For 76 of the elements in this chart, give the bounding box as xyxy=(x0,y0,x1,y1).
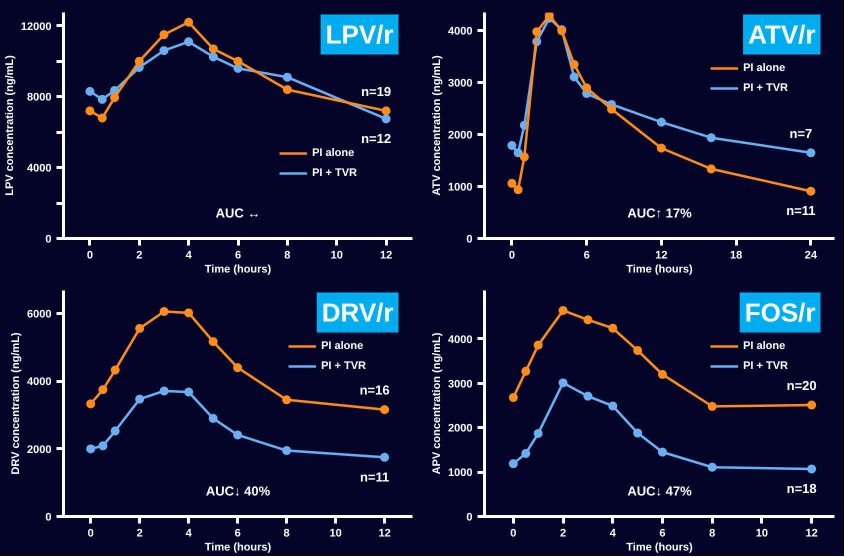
y-tick-label: 0 xyxy=(45,512,52,524)
x-tick-label: 6 xyxy=(234,528,241,540)
x-axis-title: Time (hours) xyxy=(626,264,694,276)
annotation: n=11 xyxy=(786,203,816,218)
x-tick-label: 8 xyxy=(284,528,290,540)
x-tick-label: 0 xyxy=(510,528,516,540)
y-tick-label: 0 xyxy=(45,234,52,246)
x-tick-label: 2 xyxy=(136,528,143,540)
x-tick-label: 6 xyxy=(584,250,590,262)
x-axis-title: Time (hours) xyxy=(204,542,272,554)
legend-label: PI alone xyxy=(321,340,364,352)
x-tick-label: 10 xyxy=(756,528,768,540)
x-tick-label: 4 xyxy=(610,528,617,540)
x-tick-label: 2 xyxy=(560,528,566,540)
y-tick-label: 8000 xyxy=(27,92,52,104)
x-tick-label: 0 xyxy=(86,250,93,262)
x-tick-label: 0 xyxy=(508,250,515,262)
x-axis-title: Time (hours) xyxy=(204,264,272,276)
y-tick-label: 4000 xyxy=(448,334,473,346)
chart-title: FOS/r xyxy=(744,298,816,328)
legend-label: PI + TVR xyxy=(743,360,788,372)
y-tick-label: 2000 xyxy=(448,422,473,435)
annotation: AUC↑ 17% xyxy=(627,206,692,220)
y-tick-label: 3000 xyxy=(448,378,473,390)
annotation: n=19 xyxy=(361,84,392,99)
y-tick-label: 0 xyxy=(466,512,473,524)
y-tick-label: 2000 xyxy=(27,444,52,456)
chart-title: LPV/r xyxy=(326,20,394,50)
annotation: n=12 xyxy=(361,130,392,146)
y-tick-label: 3000 xyxy=(448,78,473,90)
x-tick-label: 24 xyxy=(804,250,818,262)
legend-label: PI alone xyxy=(743,340,786,352)
y-axis-title: LPV concentration (ng/mL) xyxy=(4,54,16,196)
x-tick-label: 6 xyxy=(234,250,242,262)
x-tick-label: 4 xyxy=(186,250,193,262)
y-axis-title: DRV concentration (ng/mL) xyxy=(10,332,22,475)
y-tick-label: 1000 xyxy=(448,467,473,480)
x-tick-label: 0 xyxy=(88,528,94,540)
annotation: n=18 xyxy=(786,480,817,496)
y-tick-label: 1000 xyxy=(448,182,473,194)
y-tick-label: 4000 xyxy=(27,162,52,175)
x-tick-label: 2 xyxy=(136,250,142,262)
annotation: n=7 xyxy=(789,126,812,141)
x-tick-label: 10 xyxy=(330,250,343,262)
legend-label: PI + TVR xyxy=(321,360,366,372)
annotation: AUC↓ 47% xyxy=(627,484,692,498)
x-tick-label: 4 xyxy=(186,528,193,540)
annotation: n=11 xyxy=(360,469,390,484)
y-tick-label: 6000 xyxy=(27,308,52,321)
y-axis-title: APV concentration (ng/mL) xyxy=(431,332,444,474)
y-tick-label: 12000 xyxy=(20,20,52,33)
annotation: n=20 xyxy=(786,378,817,394)
legend-label: PI + TVR xyxy=(312,167,357,179)
x-tick-label: 12 xyxy=(378,528,391,540)
x-axis-title: Time (hours) xyxy=(626,542,694,554)
y-tick-label: 4000 xyxy=(448,26,473,38)
legend-label: PI alone xyxy=(312,147,354,159)
y-axis-title: ATV concentration (ng/mL) xyxy=(431,54,444,196)
x-tick-label: 12 xyxy=(380,250,392,262)
annotation: AUC↓ 40% xyxy=(206,484,271,498)
y-tick-label: 0 xyxy=(466,234,473,246)
x-tick-label: 18 xyxy=(730,250,742,262)
x-tick-label: 6 xyxy=(659,528,666,540)
y-tick-label: 2000 xyxy=(448,130,473,142)
annotation: AUC ↔ xyxy=(216,206,260,220)
chart-title: ATV/r xyxy=(748,20,816,50)
y-tick-label: 4000 xyxy=(27,376,52,388)
legend-label: PI alone xyxy=(743,62,786,74)
x-tick-label: 12 xyxy=(806,528,818,540)
x-tick-label: 8 xyxy=(709,528,716,540)
chart-title: DRV/r xyxy=(322,298,394,328)
legend-label: PI + TVR xyxy=(743,82,788,94)
x-tick-label: 8 xyxy=(284,250,290,262)
annotation: n=16 xyxy=(360,382,390,398)
x-tick-label: 10 xyxy=(329,528,342,540)
x-tick-label: 12 xyxy=(655,250,668,262)
